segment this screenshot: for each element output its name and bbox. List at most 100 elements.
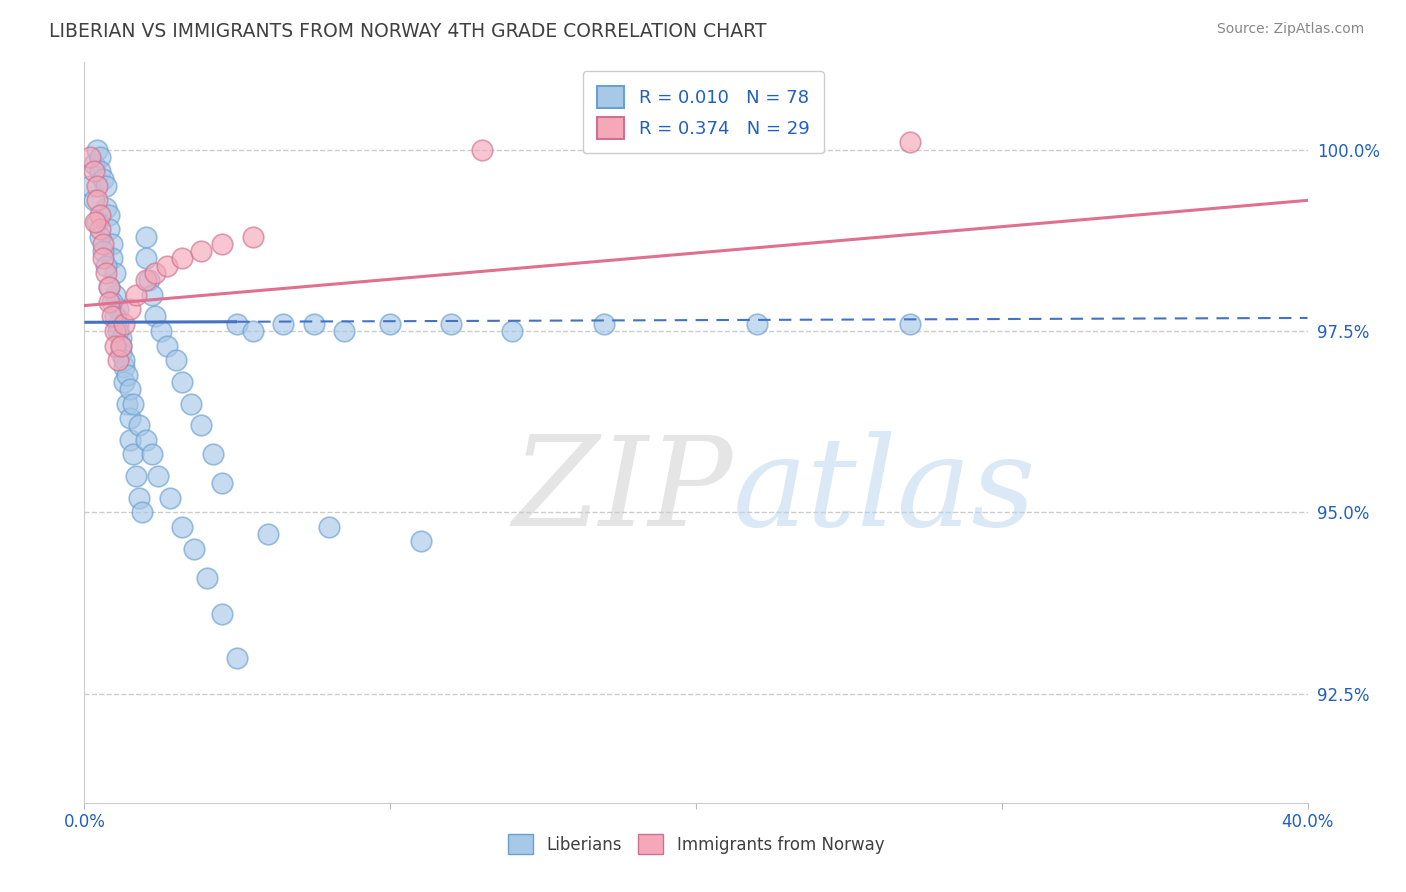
Point [128,418,150,433]
Point [112,317,135,331]
Point [131,506,153,520]
Point [107,324,129,338]
Point [172,375,194,389]
Point [79,178,101,193]
Point [156,259,179,273]
Point [333,324,356,338]
Point [89,150,111,164]
Point [104,338,127,352]
Point [120,433,142,447]
Point [104,266,127,280]
Point [110,331,132,345]
Point [101,310,124,324]
Point [302,317,325,331]
Point [190,244,212,259]
Point [125,469,148,483]
Point [141,287,163,301]
Point [242,324,264,338]
Point [190,418,212,433]
Point [89,208,111,222]
Point [211,607,233,621]
Point [120,382,142,396]
Point [135,252,157,266]
Point [440,317,463,331]
Point [747,317,769,331]
Text: atlas: atlas [733,431,1036,553]
Point [86,215,108,229]
Point [94,259,117,273]
Point [211,236,233,251]
Point [271,317,294,331]
Point [101,252,124,266]
Point [97,222,120,236]
Point [83,164,105,178]
Point [97,295,120,310]
Point [409,534,432,549]
Point [84,215,107,229]
Point [898,136,921,150]
Point [89,229,111,244]
Point [86,194,108,208]
Point [195,571,218,585]
Point [180,396,202,410]
Point [110,338,132,352]
Point [83,194,105,208]
Point [141,447,163,461]
Point [97,208,120,222]
Point [97,280,120,294]
Point [502,324,524,338]
Point [226,317,249,331]
Point [593,317,616,331]
Point [380,317,402,331]
Point [125,287,148,301]
Point [89,164,111,178]
Text: LIBERIAN VS IMMIGRANTS FROM NORWAY 4TH GRADE CORRELATION CHART: LIBERIAN VS IMMIGRANTS FROM NORWAY 4TH G… [49,22,766,41]
Text: ZIP: ZIP [513,431,733,553]
Point [107,353,129,368]
Point [471,143,494,157]
Point [107,317,129,331]
Point [257,527,280,541]
Point [138,273,160,287]
Point [143,310,166,324]
Point [115,368,138,382]
Point [156,338,179,352]
Point [101,236,124,251]
Text: Source: ZipAtlas.com: Source: ZipAtlas.com [1216,22,1364,37]
Point [107,302,129,317]
Point [112,375,135,389]
Point [94,266,117,280]
Point [201,447,224,461]
Point [94,178,117,193]
Point [91,244,114,259]
Point [97,280,120,294]
Point [101,295,124,310]
Point [128,491,150,505]
Point [226,650,249,665]
Point [122,396,145,410]
Point [242,229,264,244]
Point [112,360,135,375]
Point [172,252,194,266]
Point [120,411,142,425]
Point [159,491,181,505]
Point [104,310,127,324]
Point [104,287,127,301]
Point [120,302,142,317]
Point [86,178,108,193]
Point [79,150,101,164]
Point [183,541,205,556]
Point [172,520,194,534]
Point [91,236,114,251]
Legend: Liberians, Immigrants from Norway: Liberians, Immigrants from Norway [501,828,891,861]
Point [135,433,157,447]
Point [94,201,117,215]
Point [898,317,921,331]
Point [110,338,132,352]
Point [149,324,172,338]
Point [86,143,108,157]
Point [91,252,114,266]
Point [211,476,233,491]
Point [165,353,187,368]
Point [146,469,169,483]
